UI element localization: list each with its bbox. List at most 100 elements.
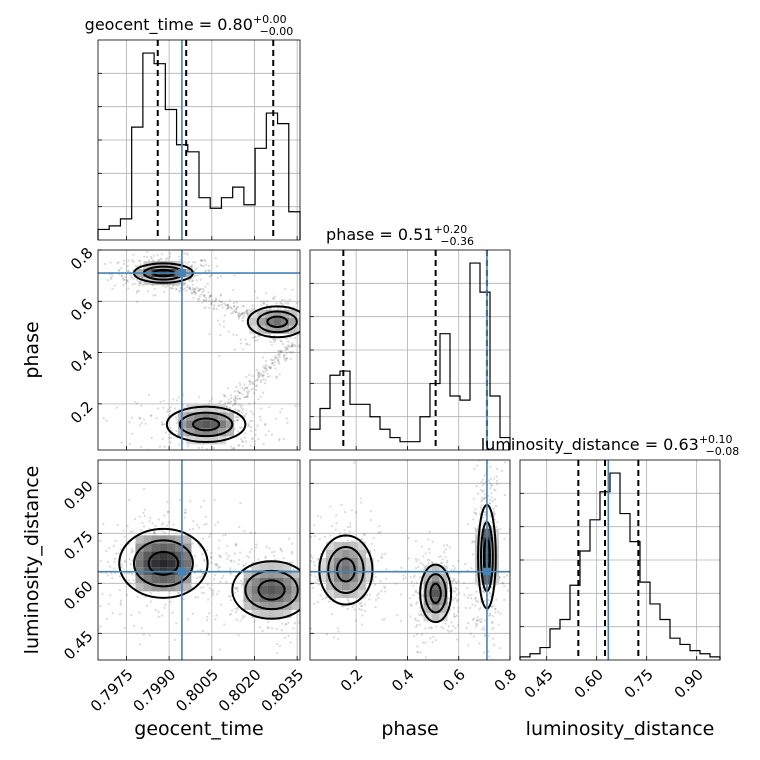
density-cell [194,404,203,413]
sample-point [284,346,287,349]
sample-point [127,259,130,262]
sample-point [200,264,203,267]
sample-point [122,259,126,262]
sample-point [301,546,303,548]
sample-point [491,614,495,618]
sample-point [139,529,142,532]
sample-point [208,399,212,402]
sample-point [184,508,187,511]
density-cell [257,317,266,326]
density-cell [167,535,176,544]
sample-point [288,350,291,353]
sample-point [236,305,240,309]
sample-point [335,514,338,517]
sample-point [278,373,281,376]
density-cell [281,317,290,326]
sample-point [253,380,257,383]
sample-point [113,284,116,287]
sample-point [265,367,268,370]
sample-point [420,633,424,636]
sample-point [494,504,498,508]
sample-point [479,488,483,492]
sample-point [93,574,95,576]
sample-point [410,580,413,583]
sample-point [150,436,153,440]
sample-point [307,566,309,568]
sample-point [287,621,290,624]
sample-point [199,259,202,262]
sample-point [239,501,242,505]
density-cell [273,325,282,334]
sample-point [255,388,258,391]
sample-point [213,574,216,577]
sample-point [321,598,324,601]
sample-point [259,380,262,384]
sample-point [379,580,382,583]
sample-point [506,589,509,592]
sample-point [373,548,376,552]
sample-point [131,548,134,551]
sample-point [169,410,172,413]
sample-point [192,288,196,291]
sample-point [142,418,146,421]
sample-point [346,599,349,602]
density-cell [257,325,266,334]
sample-point [455,581,458,585]
density-cell [251,594,260,602]
sample-point [314,310,316,312]
sample-point [209,555,213,559]
sample-point [481,484,484,487]
sample-point [214,523,217,527]
sample-point [305,586,307,588]
density-cell [218,412,227,421]
sample-point [482,626,486,629]
sample-point [377,592,380,595]
density-cell [183,535,192,544]
sample-point [173,638,176,641]
sample-point [476,492,480,495]
sample-point [474,597,477,600]
sample-point [427,626,430,629]
sample-point [118,589,121,592]
sample-point [421,614,424,617]
sample-point [254,428,257,431]
sample-point [236,394,239,397]
sample-point [164,286,167,289]
sample-point [236,418,239,422]
sample-point [186,253,189,256]
sample-point [239,342,243,345]
sample-point [294,404,297,407]
sample-point [217,554,221,557]
density-cell [267,570,276,578]
sample-point [464,563,467,566]
sample-point [422,555,425,558]
sample-point [313,564,316,567]
sample-point [198,396,201,399]
sample-point [161,614,164,617]
sample-point [329,631,331,633]
sample-point [479,506,482,509]
sample-point [428,547,431,551]
density-cell [267,586,276,594]
sample-point [119,603,122,606]
sample-point [248,343,251,346]
sample-point [243,414,246,417]
title-main: phase = 0.51 [326,225,433,244]
sample-point [123,278,126,281]
sample-point [215,265,218,268]
sample-point [243,383,246,386]
sample-point [474,513,478,516]
sample-point [95,535,97,537]
sample-point [480,504,483,507]
sample-point [132,579,135,582]
sample-point [208,295,211,298]
sample-point [183,282,186,285]
sample-point [492,637,495,640]
sample-point [327,600,331,603]
density-cell [265,317,274,326]
sample-point [191,279,194,282]
sample-point [452,612,456,616]
sample-point [238,410,241,413]
sample-point [189,286,192,290]
sample-point [169,287,172,290]
